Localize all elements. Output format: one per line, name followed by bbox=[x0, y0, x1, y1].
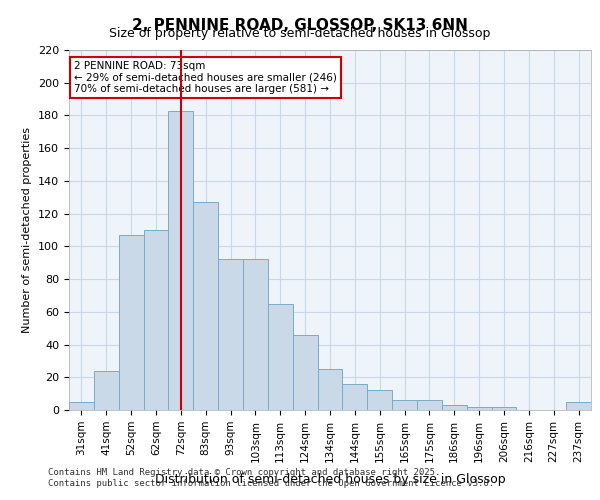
Text: Size of property relative to semi-detached houses in Glossop: Size of property relative to semi-detach… bbox=[109, 28, 491, 40]
Bar bbox=[218, 260, 243, 410]
Bar bbox=[467, 406, 491, 410]
Bar bbox=[169, 110, 193, 410]
Bar bbox=[392, 400, 417, 410]
Bar bbox=[94, 370, 119, 410]
Text: 2, PENNINE ROAD, GLOSSOP, SK13 6NN: 2, PENNINE ROAD, GLOSSOP, SK13 6NN bbox=[132, 18, 468, 32]
Y-axis label: Number of semi-detached properties: Number of semi-detached properties bbox=[22, 127, 32, 333]
Bar bbox=[317, 369, 343, 410]
Text: 2 PENNINE ROAD: 73sqm
← 29% of semi-detached houses are smaller (246)
70% of sem: 2 PENNINE ROAD: 73sqm ← 29% of semi-deta… bbox=[74, 61, 337, 94]
Bar bbox=[293, 334, 317, 410]
Bar bbox=[193, 202, 218, 410]
Bar bbox=[268, 304, 293, 410]
X-axis label: Distribution of semi-detached houses by size in Glossop: Distribution of semi-detached houses by … bbox=[155, 473, 505, 486]
Bar bbox=[367, 390, 392, 410]
Bar bbox=[343, 384, 367, 410]
Bar bbox=[566, 402, 591, 410]
Bar bbox=[417, 400, 442, 410]
Bar bbox=[243, 260, 268, 410]
Text: Contains HM Land Registry data © Crown copyright and database right 2025.
Contai: Contains HM Land Registry data © Crown c… bbox=[48, 468, 494, 487]
Bar bbox=[491, 406, 517, 410]
Bar bbox=[442, 405, 467, 410]
Bar bbox=[119, 235, 143, 410]
Bar bbox=[143, 230, 169, 410]
Bar bbox=[69, 402, 94, 410]
